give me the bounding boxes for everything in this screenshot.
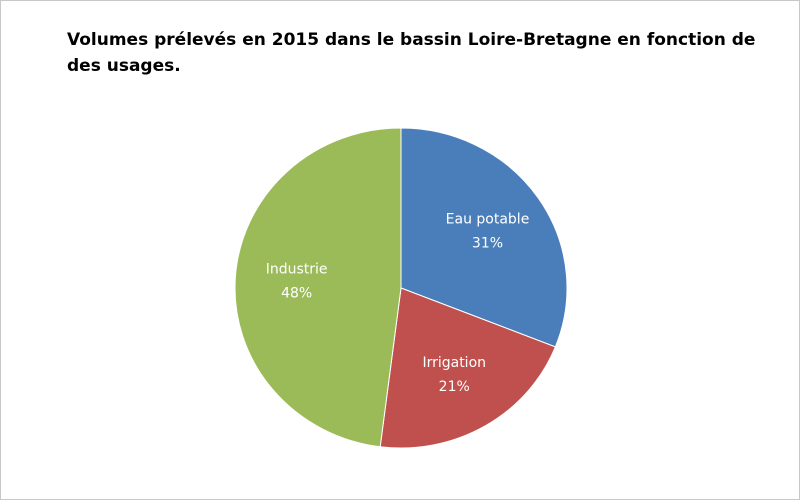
pie-slice xyxy=(379,287,557,449)
slice-label: Eau potable xyxy=(446,211,530,227)
slice-label: Irrigation xyxy=(422,355,486,371)
slice-value-label: 21% xyxy=(439,379,470,395)
slice-value-label: 31% xyxy=(472,235,503,251)
chart-title: Volumes prélevés en 2015 dans le bassin … xyxy=(67,30,756,76)
pie-slice xyxy=(234,127,402,448)
slice-value-label: 48% xyxy=(281,286,312,302)
slice-label: Industrie xyxy=(266,262,328,278)
pie-slice xyxy=(400,127,568,348)
